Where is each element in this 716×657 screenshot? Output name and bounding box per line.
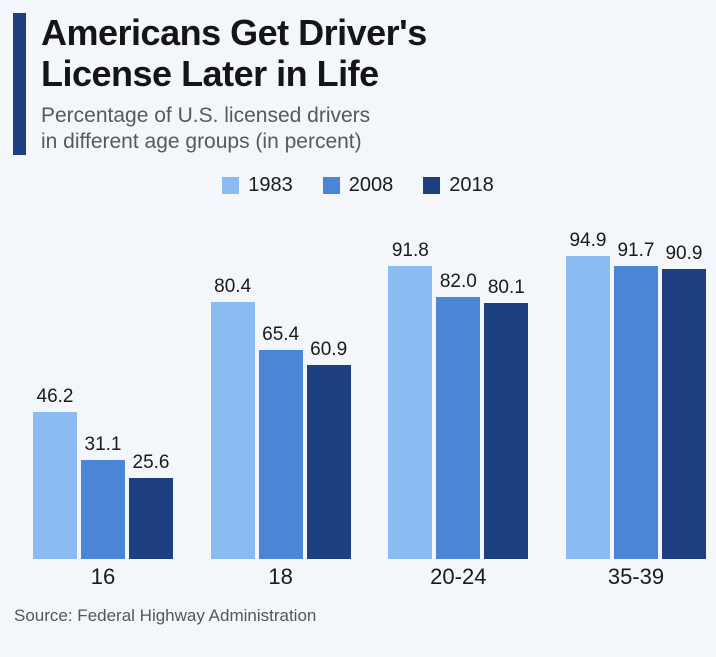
bar-2008-35-39: [613, 265, 658, 560]
subtitle-line-1: Percentage of U.S. licensed drivers: [41, 104, 371, 128]
value-label: 82.0: [439, 271, 477, 293]
value-label: 60.9: [310, 338, 348, 360]
legend-item-2008: 2008: [322, 174, 394, 197]
value-label: 31.1: [84, 433, 122, 455]
bar-group-18: 80.4 65.4 60.9 18: [210, 209, 351, 590]
bar-2008-20-24: [436, 297, 481, 560]
bar-group-20-24: 91.8 82.0 80.1 20-24: [388, 209, 529, 590]
value-label: 90.9: [665, 242, 703, 264]
value-label: 80.4: [214, 276, 252, 298]
value-label: 91.8: [391, 239, 429, 261]
bar-wrap-1983-35-39: 94.9: [565, 229, 610, 560]
header-text: Americans Get Driver's License Later in …: [41, 12, 427, 155]
bar-2018-35-39: [661, 268, 706, 560]
bar-wrap-1983-20-24: 91.8: [388, 239, 433, 560]
category-label-16: 16: [90, 564, 116, 590]
bar-wrap-2008-35-39: 91.7: [613, 239, 658, 560]
chart-subtitle: Percentage of U.S. licensed drivers in d…: [41, 103, 427, 155]
bars-row: 94.9 91.7 90.9: [565, 209, 706, 560]
bar-group-16: 46.2 31.1 25.6 16: [33, 209, 173, 590]
bars-row: 91.8 82.0 80.1: [388, 209, 529, 560]
bar-wrap-2018-18: 60.9: [306, 338, 351, 560]
bar-wrap-2018-16: 25.6: [129, 452, 173, 560]
chart-legend: 1983 2008 2018: [0, 174, 716, 197]
category-label-18: 18: [268, 564, 293, 590]
footer: Source: Federal Highway Administration: [0, 606, 716, 626]
bar-wrap-1983-18: 80.4: [210, 276, 255, 560]
bar-wrap-2008-20-24: 82.0: [436, 271, 481, 560]
title-line-2: License Later in Life: [41, 52, 379, 94]
bar-wrap-2008-16: 31.1: [81, 434, 125, 560]
category-label-20-24: 20-24: [430, 564, 487, 590]
bar-wrap-2018-20-24: 80.1: [484, 277, 529, 560]
legend-swatch-2018: [423, 177, 441, 195]
value-label: 80.1: [487, 277, 525, 299]
page-title: Americans Get Driver's License Later in …: [41, 12, 427, 94]
bar-2018-20-24: [484, 303, 529, 560]
bar-2018-16: [129, 477, 173, 560]
legend-item-2018: 2018: [423, 174, 494, 197]
title-line-1: Americans Get Driver's: [41, 12, 427, 53]
bar-2008-16: [81, 459, 125, 560]
category-label-35-39: 35-39: [607, 564, 665, 590]
accent-bar: [13, 13, 26, 156]
legend-swatch-1983: [222, 177, 240, 195]
bar-2018-18: [306, 364, 351, 560]
bar-1983-16: [33, 411, 77, 560]
bar-1983-35-39: [565, 255, 610, 560]
value-label: 91.7: [617, 239, 655, 261]
bar-wrap-2008-18: 65.4: [258, 324, 303, 560]
legend-label: 2008: [348, 174, 394, 197]
bar-chart: 46.2 31.1 25.6 16 80.4 65.4 60.9 18 91.8 82.0 80.1…: [0, 209, 716, 590]
value-label: 46.2: [36, 385, 74, 407]
bar-wrap-1983-16: 46.2: [33, 386, 77, 560]
legend-label: 2018: [449, 174, 494, 197]
value-label: 94.9: [569, 229, 607, 251]
bars-row: 80.4 65.4 60.9: [210, 209, 351, 560]
bar-group-35-39: 94.9 91.7 90.9 35-39: [565, 209, 706, 590]
subtitle-line-2: in different age groups (in percent): [41, 130, 362, 154]
bars-row: 46.2 31.1 25.6: [33, 209, 173, 560]
bar-1983-20-24: [388, 265, 433, 560]
header: Americans Get Driver's License Later in …: [0, 0, 716, 156]
legend-item-1983: 1983: [222, 174, 293, 197]
value-label: 65.4: [262, 324, 300, 346]
legend-label: 1983: [248, 174, 293, 197]
source-text: Source: Federal Highway Administration: [14, 606, 317, 626]
legend-swatch-2008: [322, 177, 340, 195]
bar-2008-18: [258, 350, 303, 560]
value-label: 25.6: [132, 451, 170, 473]
bar-1983-18: [210, 302, 255, 560]
bar-wrap-2018-35-39: 90.9: [661, 242, 706, 560]
